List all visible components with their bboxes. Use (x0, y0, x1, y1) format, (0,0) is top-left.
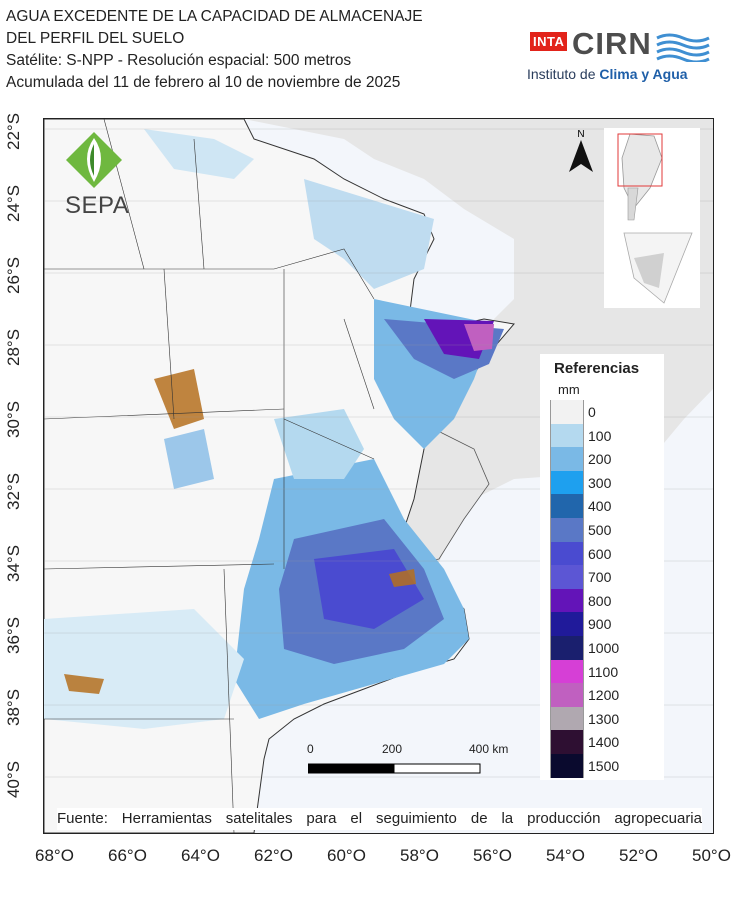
legend-label: 700 (588, 569, 612, 586)
longitude-label: 64°O (181, 846, 220, 865)
title-line-1: AGUA EXCEDENTE DE LA CAPACIDAD DE ALMACE… (6, 8, 423, 25)
scale-label-400: 400 km (469, 742, 509, 756)
legend-label: 900 (588, 616, 612, 633)
legend-swatch (550, 494, 584, 518)
latitude-label: 24°S (4, 184, 23, 222)
latitude-label: 26°S (4, 256, 23, 294)
scale-bar: 0 200 400 km (300, 742, 508, 782)
title-line-4: Acumulada del 11 de febrero al 10 de nov… (6, 74, 401, 91)
latitude-label: 22°S (4, 112, 23, 150)
legend-label: 400 (588, 498, 612, 515)
legend-item: 1200 (550, 683, 660, 707)
legend-swatch (550, 683, 584, 707)
scale-label-0: 0 (307, 742, 314, 756)
legend-label: 1300 (588, 710, 620, 727)
legend-item: 400 (550, 494, 660, 518)
legend-item: 1400 (550, 730, 660, 754)
legend-swatch (550, 423, 584, 448)
legend-label: 1100 (588, 663, 619, 680)
institute-name: Instituto de Clima y Agua (527, 66, 688, 82)
legend-swatch (550, 541, 584, 566)
legend-label: 100 (588, 427, 612, 444)
legend-label: 300 (588, 474, 612, 491)
inset-map-icon (617, 133, 693, 304)
map-frame (43, 118, 714, 834)
legend-swatch (550, 659, 584, 684)
sepa-text: SEPA (65, 192, 130, 219)
scale-label-200: 200 (382, 742, 403, 756)
latitude-label: 32°S (4, 472, 23, 510)
north-label: N (577, 129, 584, 140)
legend-item: 100 (550, 423, 660, 448)
scale-bar-graphic (308, 763, 481, 774)
legend-swatch (550, 470, 584, 495)
legend-label: 800 (588, 592, 612, 609)
legend-item: 700 (550, 565, 660, 589)
inta-cirn-logo: INTA CIRN Instituto de Clima y Agua (527, 26, 717, 88)
longitude-label: 62°O (254, 846, 293, 865)
latitude-label: 34°S (4, 544, 23, 582)
title-line-3: Satélite: S-NPP - Resolución espacial: 5… (6, 52, 352, 69)
legend-label: 0 (588, 404, 596, 420)
legend-item: 1500 (550, 754, 660, 778)
north-arrow-icon: N (569, 129, 593, 172)
legend-swatch (550, 612, 584, 636)
legend-item: 1000 (550, 636, 660, 660)
legend-item: 900 (550, 612, 660, 636)
longitude-label: 68°O (35, 846, 74, 865)
longitude-label: 58°O (400, 846, 439, 865)
legend-unit: mm (558, 382, 580, 397)
legend-swatch (550, 706, 584, 731)
latitude-label: 30°S (4, 400, 23, 438)
legend-label: 1200 (588, 687, 620, 704)
longitude-label: 52°O (619, 846, 658, 865)
legend-label: 1500 (588, 758, 620, 774)
legend-swatch (550, 565, 584, 589)
latitude-label: 28°S (4, 328, 23, 366)
sepa-logo: SEPA (62, 130, 130, 226)
legend-swatch (550, 447, 584, 471)
source-note: Fuente: Herramientas satelitales para el… (57, 808, 702, 830)
cirn-logo-text: CIRN (572, 26, 652, 61)
longitude-label: 54°O (546, 846, 585, 865)
legend-item: 1100 (550, 659, 660, 684)
latitude-label: 36°S (4, 616, 23, 654)
legend-swatch (550, 400, 584, 424)
map-canvas (44, 119, 713, 833)
legend-item: 800 (550, 588, 660, 613)
legend-item: 0 (550, 400, 660, 424)
longitude-label: 66°O (108, 846, 147, 865)
legend-item: 200 (550, 447, 660, 471)
legend: Referencias mm 0 100 200 300 400 500 600 700 800… (540, 354, 664, 780)
inta-logo: INTA (530, 32, 568, 51)
legend-item: 1300 (550, 706, 660, 731)
title-line-2: DEL PERFIL DEL SUELO (6, 30, 185, 47)
longitude-label: 60°O (327, 846, 366, 865)
legend-swatch (550, 730, 584, 754)
legend-label: 500 (588, 522, 612, 538)
inset-locator-map (604, 128, 700, 308)
legend-label: 1400 (588, 734, 620, 751)
legend-label: 200 (588, 451, 612, 468)
latitude-label: 40°S (4, 760, 23, 798)
legend-swatch (550, 518, 584, 542)
legend-item: 300 (550, 470, 660, 495)
legend-title: Referencias (554, 360, 640, 377)
legend-label: 600 (588, 545, 612, 562)
legend-swatch (550, 754, 584, 778)
legend-item: 500 (550, 518, 660, 542)
latitude-label: 38°S (4, 688, 23, 726)
legend-label: 1000 (588, 640, 620, 656)
legend-swatch (550, 636, 584, 660)
legend-swatch (550, 588, 584, 613)
longitude-label: 50°O (692, 846, 731, 865)
longitude-label: 56°O (473, 846, 512, 865)
map-title: AGUA EXCEDENTE DE LA CAPACIDAD DE ALMACE… (6, 6, 506, 94)
sepa-leaf-icon (66, 132, 122, 188)
legend-item: 600 (550, 541, 660, 566)
waves-icon (656, 33, 710, 62)
